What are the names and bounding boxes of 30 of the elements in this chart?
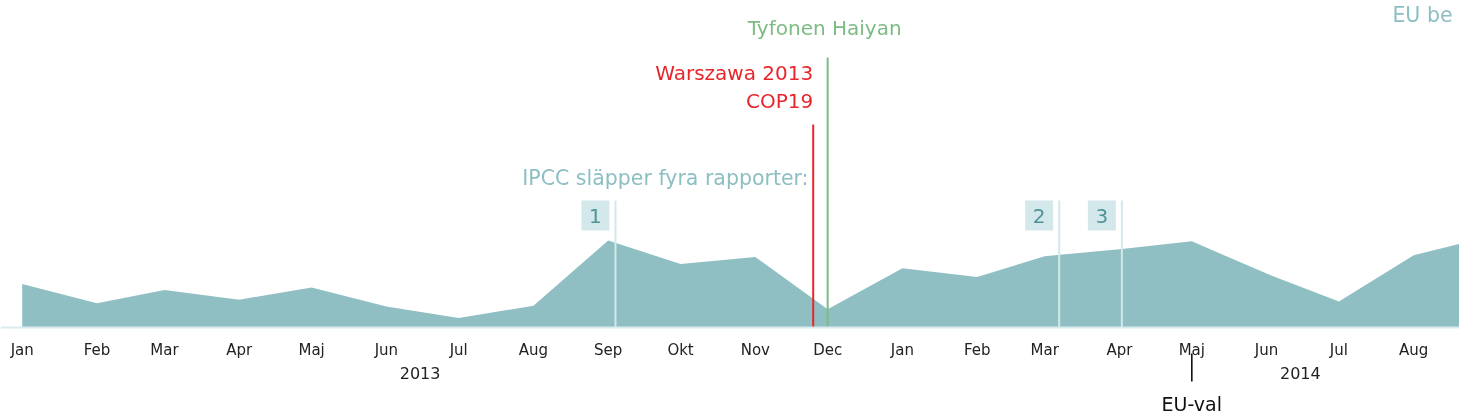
ref-line-label: Warszawa 2013 COP19 xyxy=(655,60,814,113)
x-tick-label: Jun xyxy=(373,340,399,359)
x-tick-label: Mar xyxy=(1030,340,1060,359)
x2-tick-label: 2014 xyxy=(1279,363,1321,383)
x-tick-label: Maj xyxy=(298,340,325,359)
x-tick-label: Apr xyxy=(226,340,254,359)
x-tick-label: Jul xyxy=(1328,340,1348,359)
x-tick-label: Aug xyxy=(518,340,549,359)
x-tick-label: Mar xyxy=(150,340,180,359)
ref-line-label: 3 xyxy=(1095,203,1109,228)
x-tick-label: Jan xyxy=(9,340,34,359)
ref-line-label: 1 xyxy=(589,203,602,228)
ref-line-label: Tyfonen Haiyan xyxy=(746,15,902,40)
x-tick-label: Sep xyxy=(594,340,623,359)
text: EU be xyxy=(1392,2,1453,27)
x-tick-label: Feb xyxy=(963,340,991,359)
x-tick-label: Maj xyxy=(1178,340,1205,359)
ref-line-label: 2 xyxy=(1032,203,1046,228)
x-tick-label: Aug xyxy=(1399,340,1429,359)
x-tick-label: Jun xyxy=(1253,340,1279,359)
x-tick-label: Jul xyxy=(448,340,468,359)
x-tick-label: Nov xyxy=(740,340,771,359)
x-tick-label: Jan xyxy=(889,340,914,359)
x-tick-label: Feb xyxy=(83,340,111,359)
x2-tick-label: 2013 xyxy=(399,363,441,383)
annotation: EU-val xyxy=(1161,392,1223,414)
text: IPCC släpper fyra rapporter: xyxy=(522,165,809,190)
x-tick-label: Okt xyxy=(667,340,694,359)
x-tick-label: Apr xyxy=(1106,340,1134,359)
x-tick-label: Dec xyxy=(813,340,843,359)
